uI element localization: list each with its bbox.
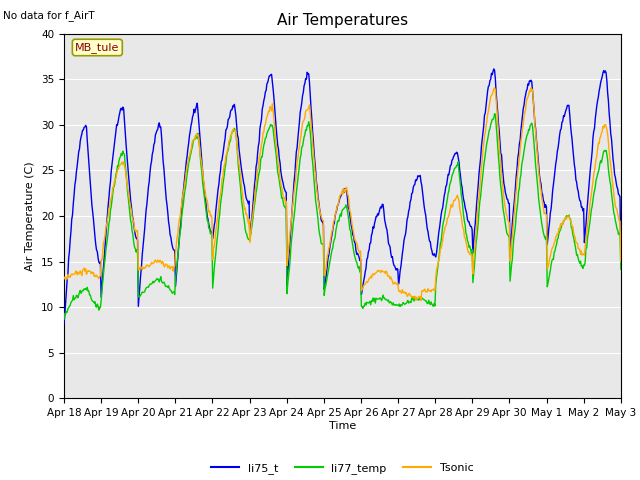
li77_temp	[127, 220, 135, 226]
Tsonic	[214, 216, 221, 222]
li75_t	[70, 192, 78, 198]
li77_temp	[491, 111, 499, 117]
li77_temp	[184, 166, 192, 172]
Text: No data for f_AirT: No data for f_AirT	[3, 11, 95, 22]
Tsonic	[60, 274, 68, 280]
li75_t	[214, 193, 221, 199]
Legend: li75_t, li77_temp, Tsonic: li75_t, li77_temp, Tsonic	[207, 459, 478, 479]
Tsonic	[491, 85, 499, 91]
li75_t	[60, 320, 68, 326]
Tsonic	[617, 259, 625, 264]
Tsonic	[127, 208, 135, 214]
li75_t	[490, 66, 498, 72]
li77_temp	[410, 298, 418, 304]
Tsonic	[417, 298, 425, 303]
Tsonic	[428, 289, 435, 295]
li77_temp	[617, 266, 625, 272]
li77_temp	[60, 316, 68, 322]
Text: MB_tule: MB_tule	[75, 42, 120, 53]
Line: Tsonic: Tsonic	[64, 88, 621, 300]
Title: Air Temperatures: Air Temperatures	[277, 13, 408, 28]
li75_t	[617, 250, 625, 256]
Y-axis label: Air Temperature (C): Air Temperature (C)	[26, 161, 35, 271]
Tsonic	[70, 271, 78, 277]
li77_temp	[214, 235, 221, 240]
Line: li75_t: li75_t	[64, 69, 621, 323]
Tsonic	[184, 160, 192, 166]
li75_t	[426, 239, 434, 245]
li75_t	[410, 182, 418, 188]
X-axis label: Time: Time	[329, 421, 356, 431]
li75_t	[127, 204, 135, 209]
Line: li77_temp: li77_temp	[64, 114, 621, 319]
li77_temp	[70, 297, 78, 303]
Tsonic	[410, 294, 418, 300]
li75_t	[184, 145, 192, 151]
li77_temp	[426, 301, 434, 307]
